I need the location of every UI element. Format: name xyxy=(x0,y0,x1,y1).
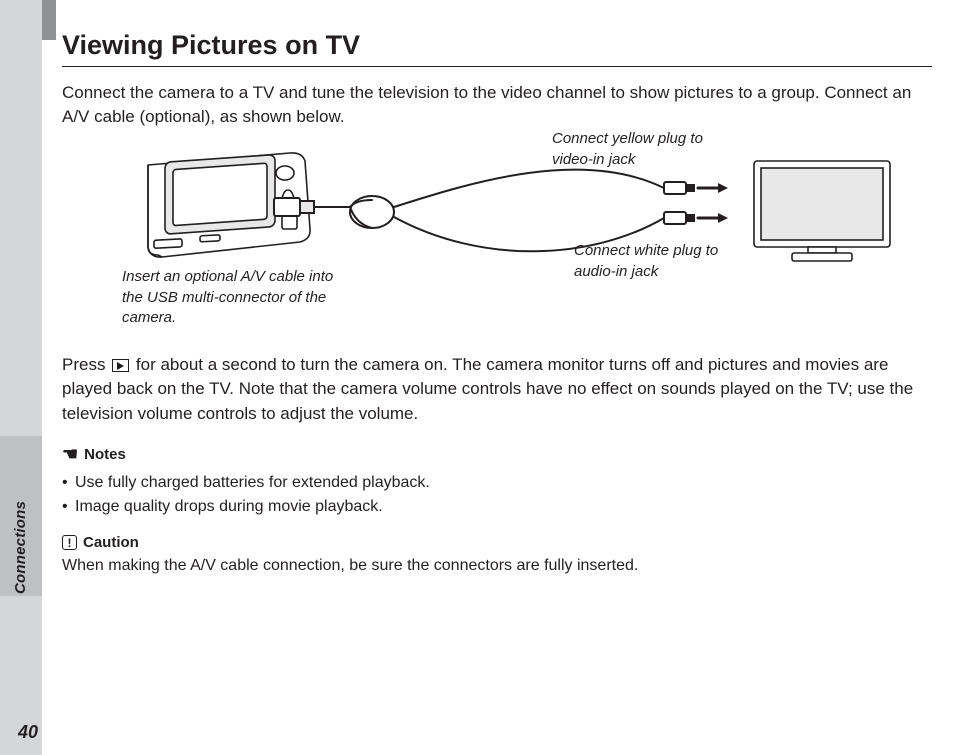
caution-heading: ! Caution xyxy=(62,534,932,551)
manual-page: Connections 40 Viewing Pictures on TV Co… xyxy=(0,0,954,755)
list-item: Use fully charged batteries for extended… xyxy=(62,471,932,496)
playback-button-icon xyxy=(112,359,129,372)
side-notch xyxy=(42,0,56,40)
content-area: Viewing Pictures on TV Connect the camer… xyxy=(62,30,932,578)
callout-yellow-plug: Connect yellow plug to video-in jack xyxy=(552,129,742,170)
notes-label: Notes xyxy=(84,446,126,463)
body-text-post: for about a second to turn the camera on… xyxy=(62,355,913,422)
list-item: Image quality drops during movie playbac… xyxy=(62,495,932,520)
caution-label: Caution xyxy=(83,534,139,551)
notes-heading: ☚ Notes xyxy=(62,444,932,465)
body-paragraph: Press for about a second to turn the cam… xyxy=(62,353,932,425)
intro-paragraph: Connect the camera to a TV and tune the … xyxy=(62,81,932,129)
caution-icon: ! xyxy=(62,535,77,550)
section-label: Connections xyxy=(12,501,29,594)
connection-diagram: Connect yellow plug to video-in jack Con… xyxy=(62,135,932,345)
callout-camera-connector: Insert an optional A/V cable into the US… xyxy=(122,267,352,328)
caution-text: When making the A/V cable connection, be… xyxy=(62,555,932,578)
side-strip xyxy=(0,0,42,755)
pointer-icon: ☚ xyxy=(62,444,78,465)
callout-white-plug: Connect white plug to audio-in jack xyxy=(574,241,754,282)
notes-list: Use fully charged batteries for extended… xyxy=(62,471,932,521)
page-title: Viewing Pictures on TV xyxy=(62,30,932,67)
page-number: 40 xyxy=(18,722,38,743)
body-text-pre: Press xyxy=(62,355,110,374)
tv-icon xyxy=(750,157,895,267)
